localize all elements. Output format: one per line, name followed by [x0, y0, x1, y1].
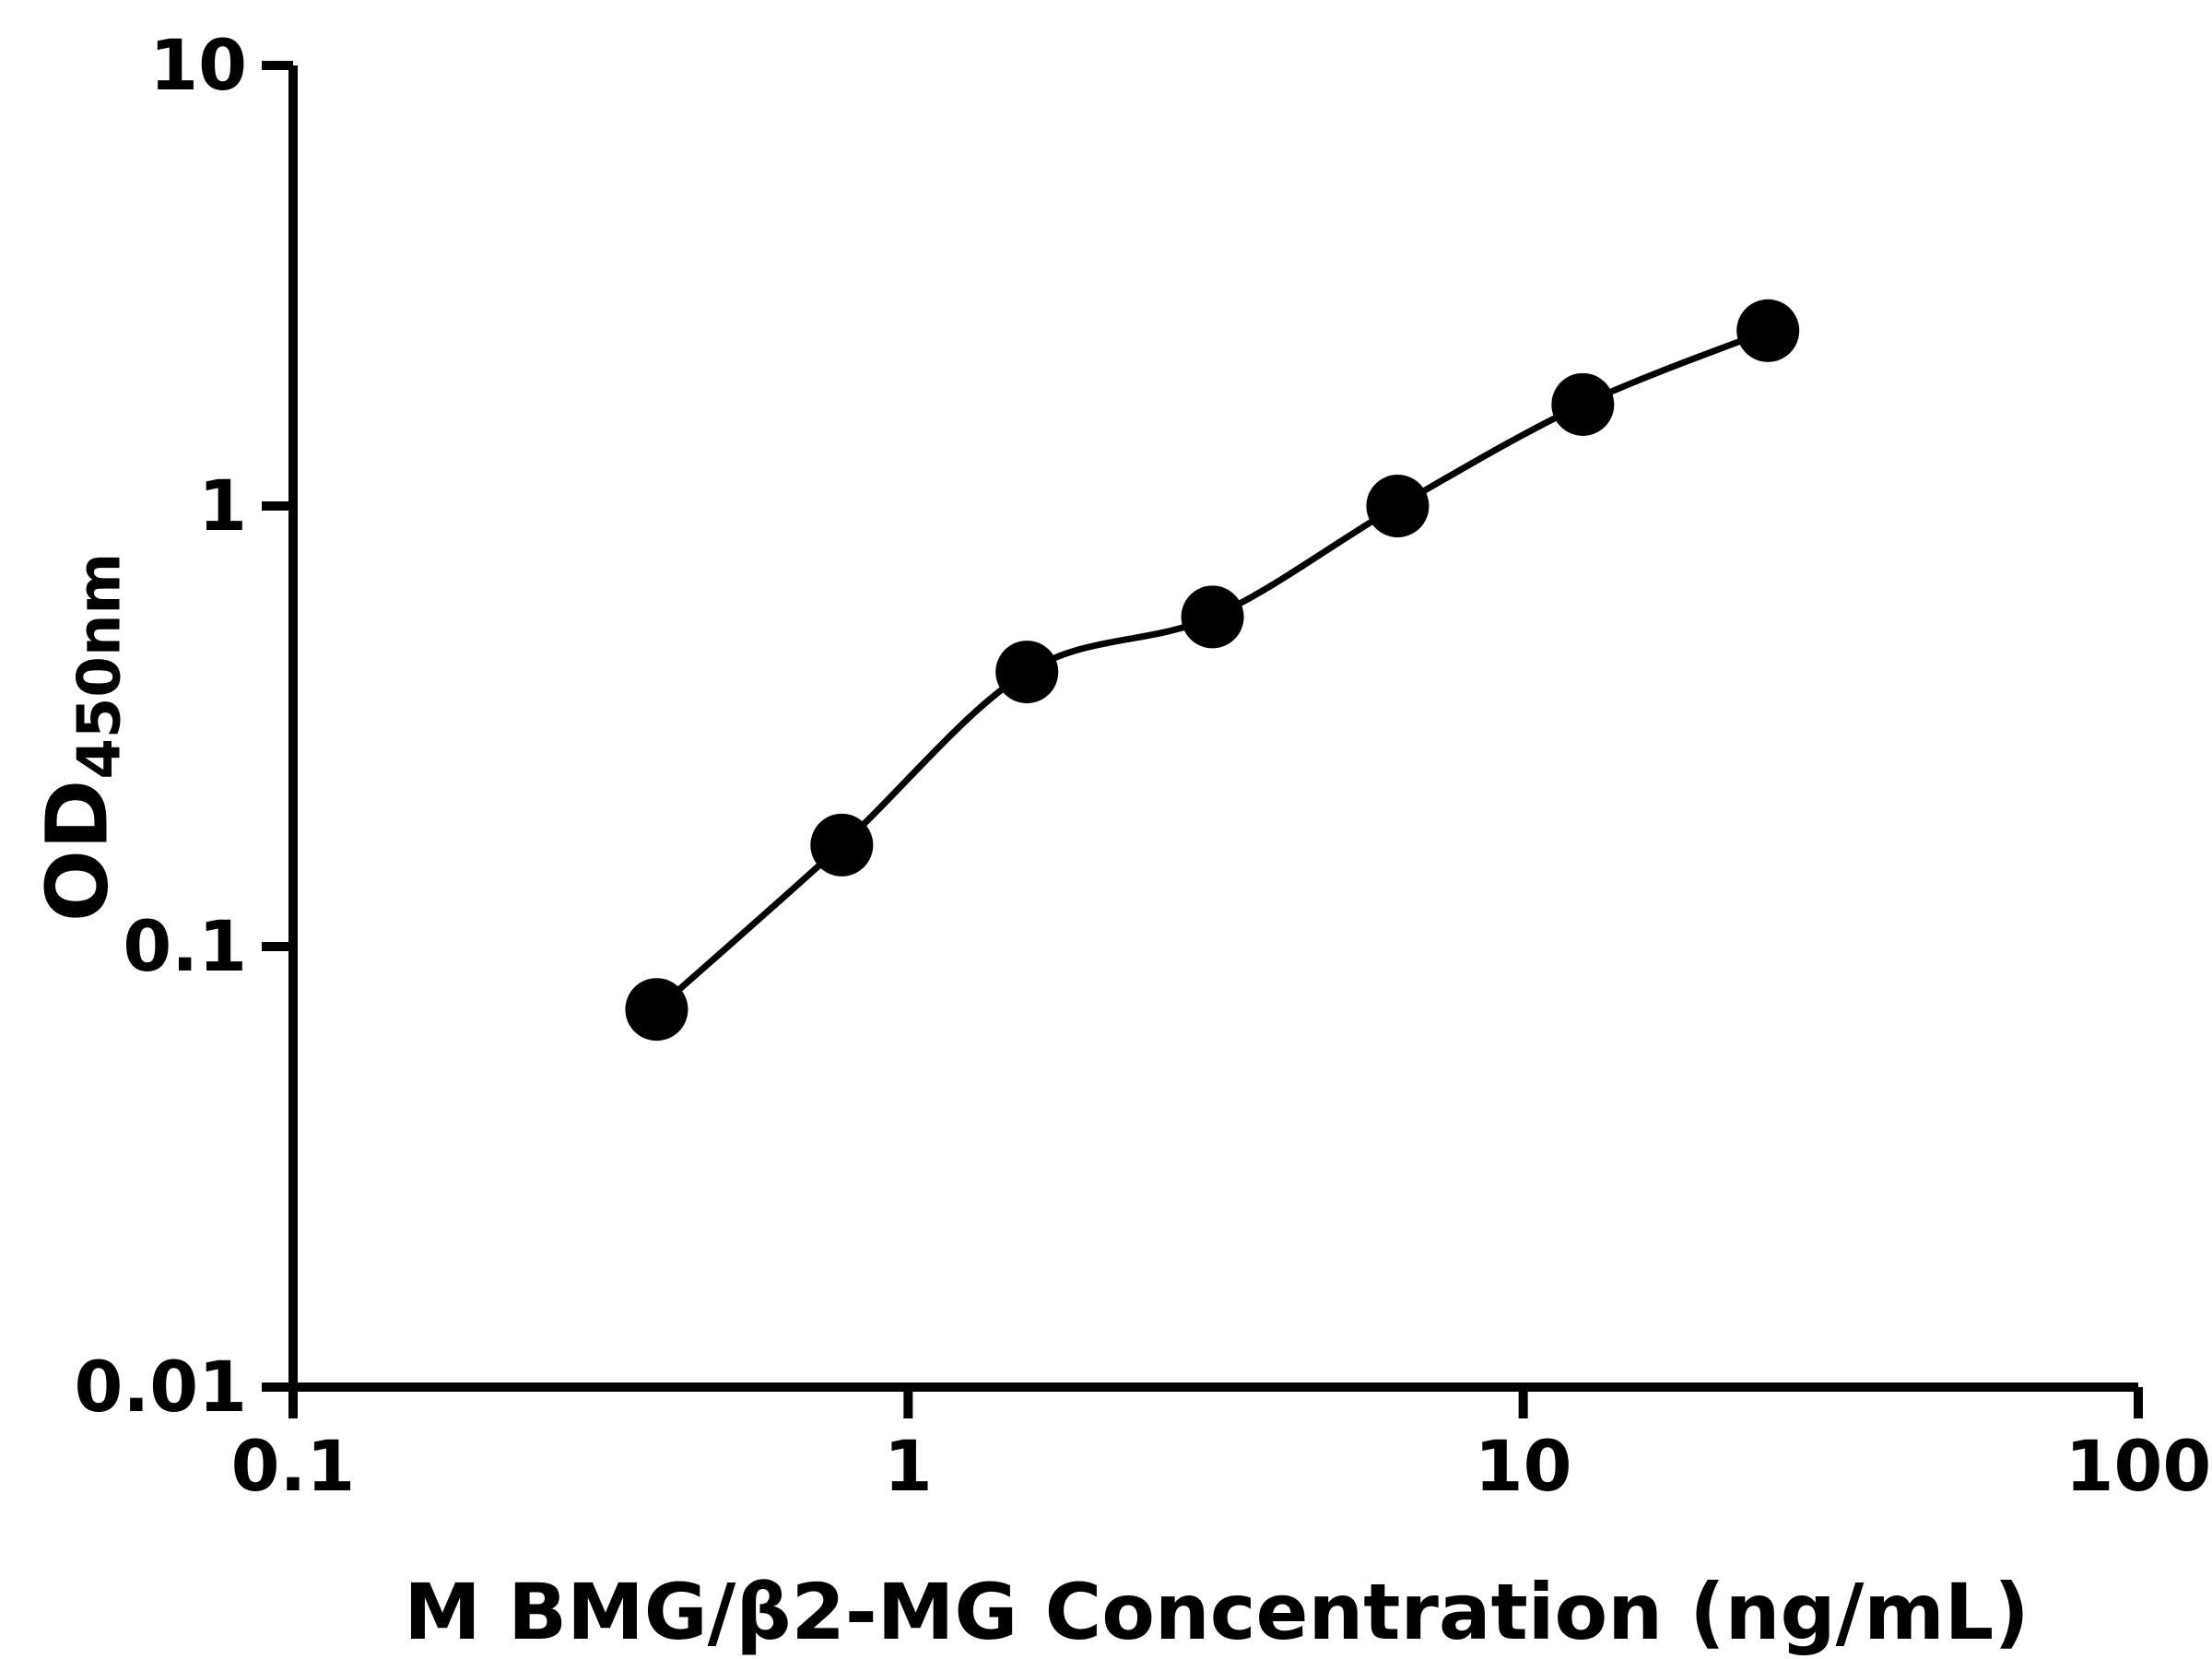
axis-spines	[288, 65, 2138, 1392]
data-point-marker	[1736, 299, 1800, 362]
fitted-curve	[654, 327, 1770, 1012]
y-tick-label: 1	[198, 465, 247, 547]
y-tick-label: 10	[149, 24, 247, 106]
x-axis-label: M BMG/β2-MG Concentration (ng/mL)	[404, 1567, 2030, 1657]
x-tick-label: 100	[2065, 1425, 2212, 1507]
data-point-marker	[1551, 372, 1615, 436]
data-point-marker	[625, 978, 688, 1041]
data-point-marker	[810, 813, 874, 877]
y-axis-label-main: OD	[28, 779, 127, 923]
x-tick-label: 10	[1475, 1425, 1572, 1507]
data-point-marker	[1181, 585, 1244, 649]
x-tick-label: 0.1	[231, 1425, 356, 1507]
y-tick-label: 0.01	[74, 1346, 247, 1428]
y-axis-label-subscript: 450nm	[65, 552, 135, 780]
x-tick-label: 1	[884, 1425, 933, 1507]
y-axis-label: OD450nm	[29, 553, 135, 922]
data-point-marker	[1366, 475, 1430, 537]
y-tick-label: 0.1	[123, 905, 247, 987]
data-point-marker	[995, 641, 1059, 704]
